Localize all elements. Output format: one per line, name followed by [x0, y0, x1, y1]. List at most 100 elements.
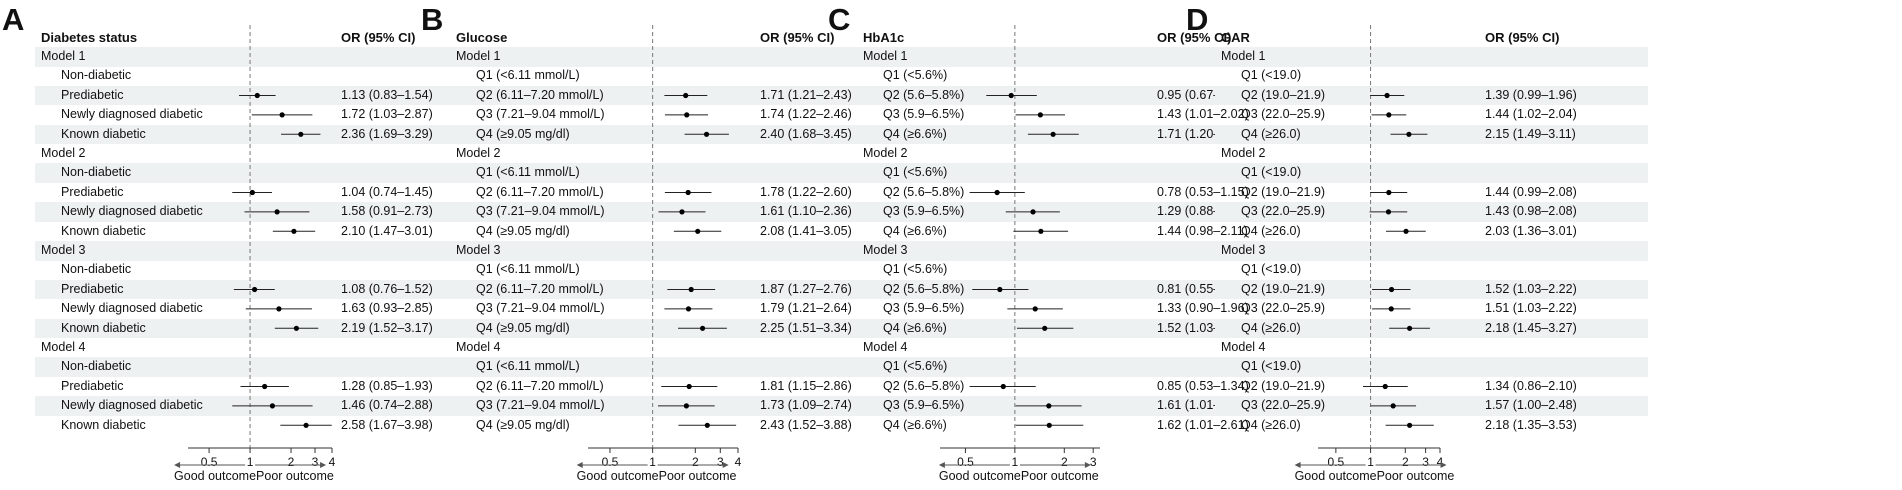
x-tick-label: 0.5	[957, 455, 974, 469]
point-estimate	[252, 286, 258, 293]
table-row: Known diabetic 2.58 (1.67–3.98)	[35, 416, 470, 436]
x-tick-label: 1	[247, 455, 254, 469]
point-estimate	[1037, 112, 1043, 118]
row-label: Q2 (5.6–5.8%)	[883, 87, 965, 102]
row-label: Q3 (7.21–9.04 mmol/L)	[476, 398, 605, 413]
point-estimate	[1032, 306, 1038, 312]
model-heading-row: Model 2	[450, 144, 888, 164]
model-label: Model 4	[456, 340, 501, 354]
model-label: Model 3	[41, 243, 86, 257]
x-tick-label: 0.5	[602, 455, 619, 469]
row-label: Q4 (≥9.05 mg/dl)	[476, 126, 570, 141]
or-header: OR (95% CI)	[1157, 30, 1232, 45]
good-outcome-label: Good outcome	[174, 469, 257, 483]
table-row: Q4 (≥26.0) 2.18 (1.35–3.53)	[1215, 416, 1648, 436]
table-row: Q4 (≥9.05 mg/dl) 2.25 (1.51–3.34)	[450, 318, 888, 339]
row-label: Newly diagnosed diabetic	[61, 301, 203, 316]
point-estimate	[997, 286, 1003, 293]
point-estimate	[262, 383, 268, 390]
or-ci-value: 2.36 (1.69–3.29)	[341, 126, 433, 141]
point-estimate	[1050, 131, 1056, 137]
model-heading-row: Model 3	[450, 241, 888, 261]
panel-label: C	[828, 2, 851, 37]
table-row: Q1 (<5.6%)	[857, 357, 1275, 377]
x-tick-label: 2	[692, 455, 699, 469]
row-label: Q1 (<19.0)	[1241, 68, 1302, 83]
or-ci-value: 1.52 (1.03–2.22)	[1485, 281, 1577, 296]
model-heading-row: Model 2	[1215, 144, 1648, 164]
poor-outcome-label: Poor outcome	[1376, 469, 1455, 483]
row-label: Q1 (<6.11 mmol/L)	[476, 165, 580, 180]
table-row: Q1 (<6.11 mmol/L)	[450, 163, 888, 183]
arrow-head-left	[576, 462, 583, 468]
variable-header: Diabetes status	[41, 30, 138, 45]
model-label: Model 2	[456, 146, 501, 160]
point-estimate	[685, 189, 691, 196]
point-estimate	[1386, 189, 1392, 196]
point-estimate	[703, 131, 710, 137]
point-estimate	[1390, 403, 1396, 409]
panel-label: B	[421, 2, 444, 37]
model-heading-row: Model 3	[35, 241, 470, 261]
or-ci-value: 2.19 (1.52–3.17)	[341, 320, 433, 335]
x-tick-label: 4	[329, 455, 336, 469]
row-label: Known diabetic	[61, 223, 146, 238]
row-label: Newly diagnosed diabetic	[61, 398, 203, 413]
row-label: Q3 (7.21–9.04 mmol/L)	[476, 301, 605, 316]
model-heading-row: Model 4	[1215, 338, 1648, 358]
good-outcome-label: Good outcome	[1294, 469, 1377, 483]
model-label: Model 2	[41, 146, 86, 160]
table-row: Q4 (≥6.6%) 1.44 (0.98–2.11)	[857, 222, 1275, 242]
arrow-head-right	[1440, 462, 1447, 468]
table-row: Q3 (5.9–6.5%) 1.43 (1.01–2.02)	[857, 105, 1275, 125]
row-label: Q1 (<19.0)	[1241, 359, 1302, 374]
x-tick-label: 1	[1012, 455, 1019, 469]
forest-plot-area: 0.5 1 2 3 4	[174, 25, 336, 469]
table-row: Q3 (22.0–25.9) 1.51 (1.03–2.22)	[1215, 299, 1648, 319]
x-tick-label: 2	[1061, 455, 1068, 469]
or-ci-value: 2.15 (1.49–3.11)	[1485, 126, 1576, 141]
model-label: Model 4	[41, 340, 86, 354]
or-ci-value: 1.08 (0.76–1.52)	[341, 281, 433, 296]
table-row: Non-diabetic	[35, 163, 470, 183]
row-label: Q1 (<5.6%)	[883, 165, 948, 180]
point-estimate	[276, 306, 282, 312]
model-heading-row: Model 4	[35, 338, 470, 358]
point-estimate	[1403, 228, 1409, 234]
x-tick-label: 1	[649, 455, 656, 469]
x-tick-label: 0.5	[201, 455, 218, 469]
x-tick-label: 1	[1367, 455, 1374, 469]
row-label: Prediabetic	[61, 378, 124, 393]
row-label: Q1 (<5.6%)	[883, 68, 948, 83]
table-row: Q1 (<5.6%)	[857, 163, 1275, 183]
or-ci-value: 0.85 (0.53–1.34)	[1157, 378, 1249, 393]
point-estimate	[1407, 422, 1413, 428]
or-ci-value: 1.58 (0.91–2.73)	[341, 204, 433, 219]
row-label: Q4 (≥6.6%)	[883, 417, 947, 432]
or-ci-value: 1.28 (0.85–1.93)	[341, 378, 433, 393]
or-ci-value: 1.74 (1.22–2.46)	[760, 107, 852, 122]
or-ci-value: 1.43 (0.98–2.08)	[1485, 204, 1577, 219]
model-heading-row: Model 4	[450, 338, 888, 358]
row-label: Q3 (5.9–6.5%)	[883, 204, 965, 219]
model-label: Model 1	[456, 49, 501, 63]
arrow-head-left	[1294, 462, 1301, 468]
model-heading-row: Model 1	[857, 47, 1275, 67]
point-estimate	[274, 209, 280, 215]
row-label: Q1 (<6.11 mmol/L)	[476, 359, 580, 374]
or-ci-value: 1.39 (0.99–1.96)	[1485, 87, 1577, 102]
row-label: Q3 (22.0–25.9)	[1241, 398, 1326, 413]
or-ci-value: 2.58 (1.67–3.98)	[341, 417, 433, 432]
table-row: Q1 (<19.0)	[1215, 163, 1648, 183]
row-label: Q2 (5.6–5.8%)	[883, 378, 965, 393]
row-label: Newly diagnosed diabetic	[61, 107, 203, 122]
table-row: Q2 (19.0–21.9) 1.44 (0.99–2.08)	[1215, 183, 1648, 203]
model-label: Model 3	[1221, 243, 1266, 257]
row-label: Q3 (5.9–6.5%)	[883, 398, 965, 413]
point-estimate	[684, 112, 690, 118]
point-estimate	[688, 286, 694, 293]
table-row: Prediabetic 1.28 (0.85–1.93)	[35, 377, 470, 397]
model-heading-row: Model 3	[857, 241, 1275, 261]
point-estimate	[303, 422, 309, 428]
point-estimate	[269, 403, 276, 409]
